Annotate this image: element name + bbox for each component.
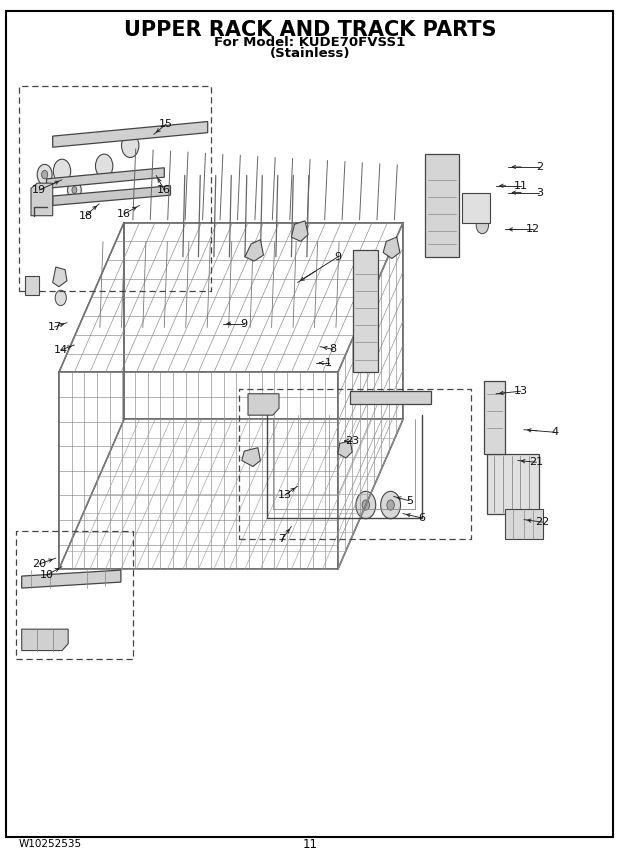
Polygon shape <box>53 122 208 147</box>
Text: 9: 9 <box>334 252 342 262</box>
Polygon shape <box>46 168 164 188</box>
Polygon shape <box>242 448 260 467</box>
Text: 16: 16 <box>117 209 131 219</box>
Text: 5: 5 <box>405 496 413 506</box>
Polygon shape <box>487 454 539 514</box>
Text: 21: 21 <box>529 457 543 467</box>
Circle shape <box>122 134 139 158</box>
Polygon shape <box>53 186 170 205</box>
Text: For Model: KUDE70FVSS1: For Model: KUDE70FVSS1 <box>215 36 405 50</box>
Polygon shape <box>425 154 459 257</box>
Circle shape <box>362 500 370 510</box>
Polygon shape <box>291 221 308 241</box>
Polygon shape <box>53 267 67 287</box>
Circle shape <box>95 154 113 178</box>
Text: 6: 6 <box>418 513 425 523</box>
Circle shape <box>56 633 68 648</box>
Text: 23: 23 <box>345 436 359 446</box>
Polygon shape <box>505 509 542 539</box>
Text: 14: 14 <box>54 345 68 355</box>
Polygon shape <box>22 570 121 588</box>
Text: 2: 2 <box>536 162 543 172</box>
Text: 1: 1 <box>325 358 332 368</box>
Circle shape <box>68 181 81 199</box>
Text: 10: 10 <box>40 570 53 580</box>
Text: 17: 17 <box>48 322 61 332</box>
Circle shape <box>72 187 77 193</box>
Text: 9: 9 <box>240 318 247 329</box>
Text: 7: 7 <box>278 534 286 544</box>
Circle shape <box>55 290 66 306</box>
Text: 22: 22 <box>536 517 549 527</box>
Text: W10252535: W10252535 <box>19 839 82 849</box>
Polygon shape <box>338 441 352 458</box>
Polygon shape <box>353 250 378 372</box>
Text: 8: 8 <box>329 344 337 354</box>
Text: 3: 3 <box>536 187 543 198</box>
Text: 16: 16 <box>157 185 171 195</box>
Text: 13: 13 <box>278 490 292 500</box>
Text: 11: 11 <box>303 837 317 851</box>
Circle shape <box>387 500 394 510</box>
Polygon shape <box>22 629 68 651</box>
Circle shape <box>37 164 52 185</box>
Polygon shape <box>462 193 490 223</box>
Text: 11: 11 <box>514 181 528 191</box>
Circle shape <box>356 491 376 519</box>
Polygon shape <box>350 391 431 404</box>
Text: 19: 19 <box>32 185 46 195</box>
Circle shape <box>53 159 71 183</box>
Circle shape <box>476 217 489 234</box>
Polygon shape <box>25 276 39 295</box>
Polygon shape <box>245 240 264 261</box>
Circle shape <box>381 491 401 519</box>
Polygon shape <box>248 394 279 415</box>
Polygon shape <box>383 237 400 259</box>
Text: 12: 12 <box>526 224 540 235</box>
Text: 13: 13 <box>514 386 528 396</box>
Text: 18: 18 <box>79 211 92 221</box>
Polygon shape <box>31 183 53 216</box>
Text: (Stainless): (Stainless) <box>270 46 350 60</box>
Text: UPPER RACK AND TRACK PARTS: UPPER RACK AND TRACK PARTS <box>124 20 496 40</box>
Polygon shape <box>484 381 505 454</box>
Text: 20: 20 <box>32 559 46 569</box>
Text: 15: 15 <box>159 119 173 129</box>
Text: 4: 4 <box>551 427 559 437</box>
Circle shape <box>42 170 48 179</box>
